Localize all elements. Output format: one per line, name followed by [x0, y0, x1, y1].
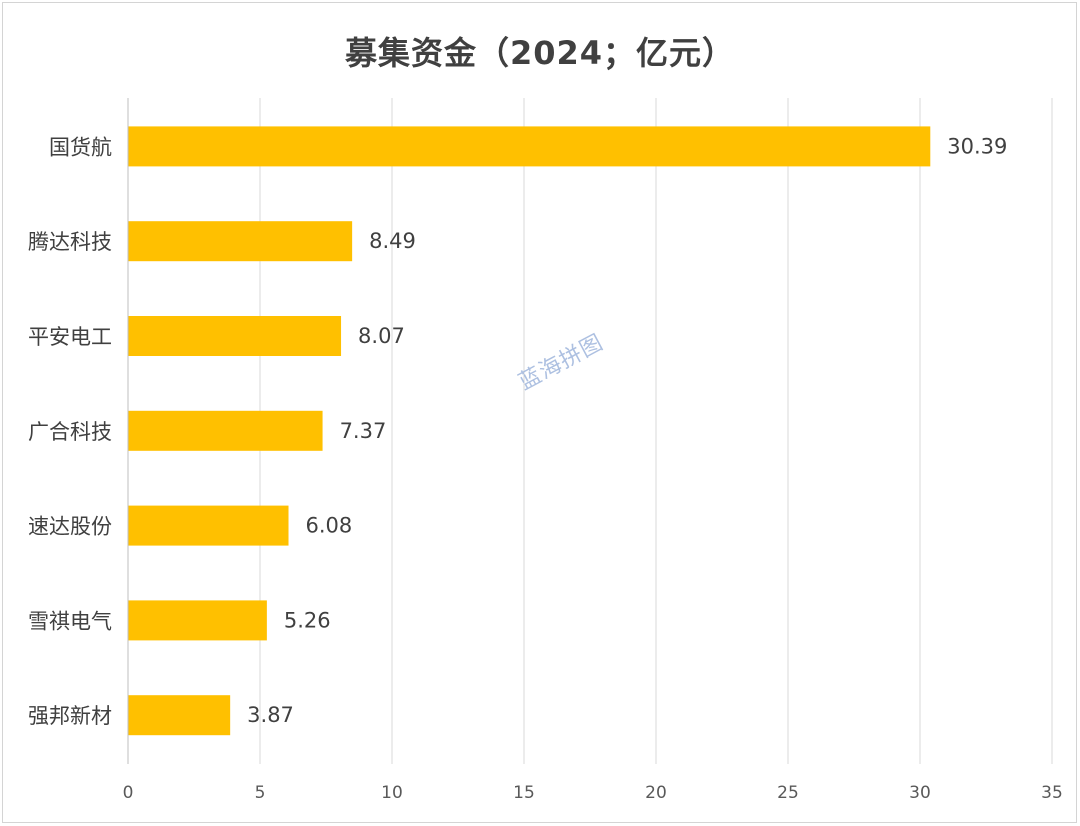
- category-label: 雪祺电气: [28, 609, 112, 633]
- bar: [128, 600, 267, 641]
- x-tick-label: 25: [777, 783, 799, 803]
- bar: [128, 316, 342, 356]
- bar: [128, 695, 231, 736]
- bar: [128, 221, 353, 262]
- x-tick-label: 0: [123, 783, 134, 803]
- category-label: 广合科技: [28, 420, 112, 444]
- data-label: 8.49: [369, 229, 416, 253]
- category-label: 国货航: [49, 135, 112, 159]
- gridlines: [259, 98, 1053, 764]
- x-tick-label: 35: [1041, 783, 1063, 803]
- category-label: 强邦新材: [28, 704, 112, 728]
- x-tick-label: 20: [645, 783, 667, 803]
- x-tick-label: 30: [909, 783, 931, 803]
- bars: [128, 126, 931, 736]
- x-tick-label: 10: [381, 783, 403, 803]
- data-label: 30.39: [947, 134, 1007, 158]
- data-label: 5.26: [284, 608, 331, 632]
- category-label: 腾达科技: [28, 230, 112, 254]
- bar: [128, 126, 931, 167]
- x-tick-label: 15: [513, 783, 535, 803]
- bar: [128, 410, 323, 451]
- data-labels: 30.39 8.49 8.07 7.37 6.08 5.26 3.87: [247, 134, 1007, 727]
- category-label: 平安电工: [28, 325, 112, 349]
- x-tick-labels: 0 5 10 15 20 25 30 35: [123, 783, 1063, 803]
- category-label: 速达股份: [28, 515, 112, 539]
- bar: [128, 505, 289, 546]
- x-tick-label: 5: [255, 783, 266, 803]
- chart-title: 募集资金（2024；亿元）: [344, 34, 736, 72]
- data-label: 3.87: [247, 703, 294, 727]
- data-label: 6.08: [306, 514, 353, 538]
- data-label: 8.07: [358, 324, 405, 348]
- data-label: 7.37: [340, 419, 387, 443]
